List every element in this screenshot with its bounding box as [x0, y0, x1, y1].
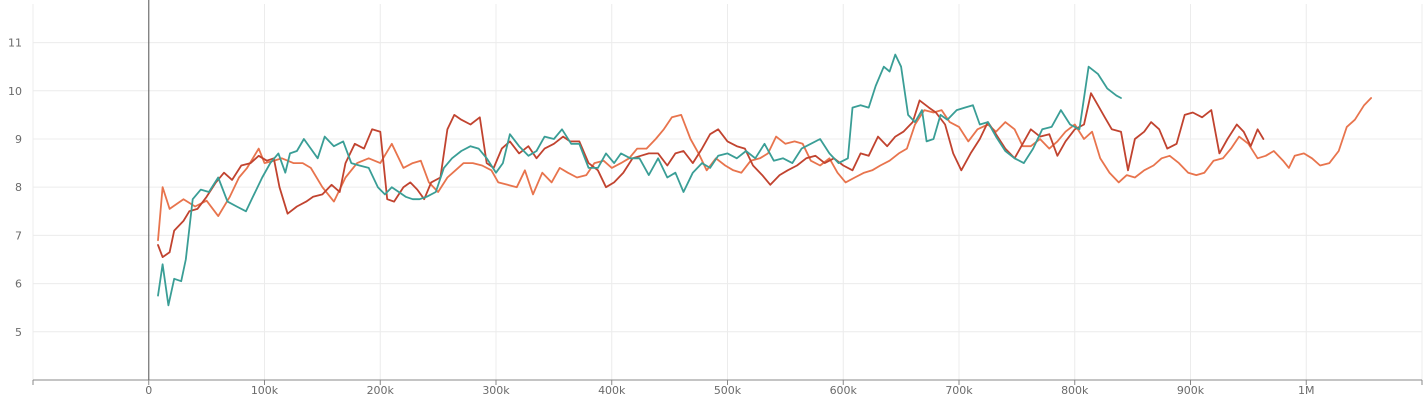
y-tick-label: 11 [8, 37, 22, 50]
x-tick-label: 800k [1061, 384, 1089, 397]
y-tick-label: 6 [15, 278, 22, 291]
x-tick-label: 500k [714, 384, 742, 397]
x-tick-label: 300k [482, 384, 510, 397]
y-tick-labels: 5 6 7 8 9 10 11 [8, 37, 22, 339]
y-tick-label: 9 [15, 133, 22, 146]
y-tick-label: 10 [8, 85, 22, 98]
x-tick-label: 0 [145, 384, 152, 397]
grid-lines [32, 4, 1423, 380]
series-line-1 [157, 97, 1372, 242]
x-tick-label: 200k [367, 384, 395, 397]
y-tick-label: 7 [15, 229, 22, 242]
series-line-3 [157, 53, 1122, 307]
y-tick-label: 5 [15, 326, 22, 339]
x-tick-label: 900k [1177, 384, 1205, 397]
x-tick-label: 1M [1298, 384, 1315, 397]
x-tick-label: 100k [251, 384, 279, 397]
x-tick-label: 400k [598, 384, 626, 397]
x-tick-label: 600k [830, 384, 858, 397]
y-tick-label: 8 [15, 181, 22, 194]
series-line-2 [157, 92, 1265, 259]
axes [32, 0, 1423, 385]
x-tick-labels: 0 100k 200k 300k 400k 500k 600k 700k 800k 900k 1M [145, 384, 1314, 397]
series-lines [157, 53, 1372, 307]
x-tick-label: 700k [945, 384, 973, 397]
